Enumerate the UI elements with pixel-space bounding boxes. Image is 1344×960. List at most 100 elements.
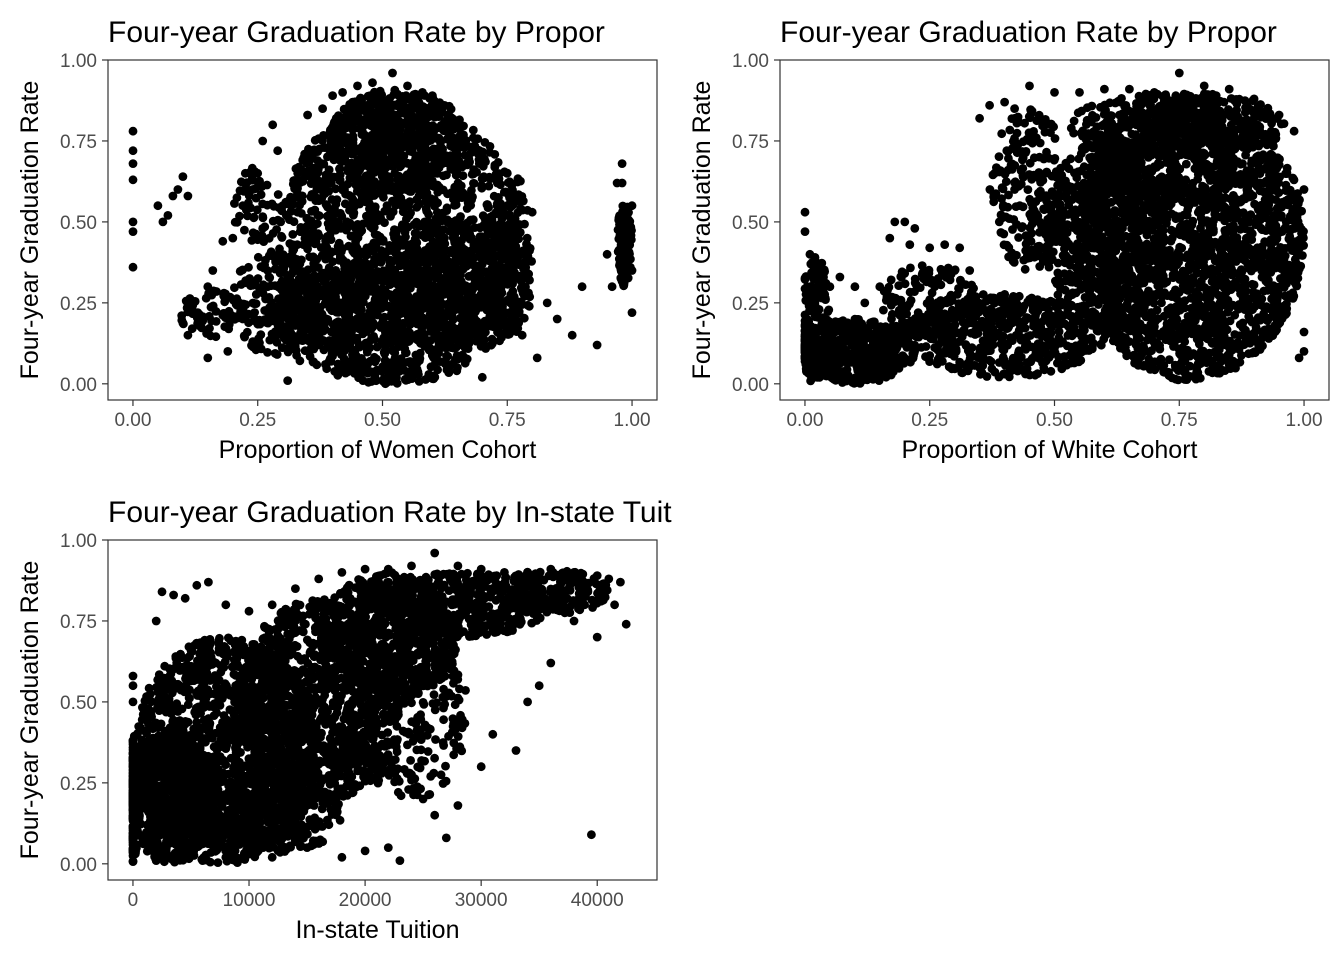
data-point (341, 290, 351, 300)
data-point (337, 130, 347, 140)
data-point (514, 190, 523, 200)
data-point (616, 274, 626, 284)
data-point (292, 351, 301, 360)
data-point (515, 271, 524, 281)
data-point (478, 211, 488, 221)
data-point (431, 317, 441, 327)
data-point (263, 318, 273, 328)
data-point (348, 149, 357, 159)
data-point (218, 310, 228, 320)
data-point (359, 297, 368, 307)
data-point (390, 168, 400, 178)
data-point (428, 91, 437, 100)
data-point (302, 277, 312, 287)
data-point (521, 282, 530, 292)
data-point (177, 311, 187, 320)
data-point (433, 230, 443, 240)
data-point (183, 330, 193, 340)
scatter-panel-white: Four-year Graduation Rate by Propor 0.00 0… (672, 0, 1344, 480)
data-point (128, 262, 138, 272)
data-point (367, 138, 377, 148)
data-point (370, 335, 379, 344)
data-point (341, 262, 350, 272)
data-point (1280, 268, 1290, 278)
data-point (1237, 351, 1246, 360)
data-point (303, 231, 313, 241)
data-point (351, 240, 360, 250)
data-point (443, 128, 453, 138)
data-point (244, 262, 253, 272)
data-point (470, 314, 480, 324)
data-point (1181, 175, 1191, 185)
data-point (409, 220, 419, 230)
data-point (272, 312, 281, 322)
data-point (417, 153, 427, 162)
data-point (450, 230, 460, 239)
data-point (391, 317, 401, 327)
data-point (326, 206, 335, 216)
data-point (410, 175, 420, 185)
data-point (333, 317, 343, 326)
data-point (263, 282, 273, 292)
data-point (264, 233, 274, 243)
data-point (349, 208, 359, 218)
data-point (255, 315, 264, 325)
data-point (447, 158, 456, 167)
data-point (392, 378, 402, 388)
data-point (428, 121, 438, 131)
data-point (281, 259, 291, 268)
data-point (380, 302, 389, 311)
data-point (420, 217, 430, 227)
data-point (251, 290, 261, 299)
data-point (440, 245, 450, 255)
data-point (347, 327, 356, 337)
data-point (390, 265, 400, 275)
data-point (415, 199, 424, 209)
data-point (622, 233, 632, 243)
data-point (302, 242, 312, 252)
data-point (379, 174, 389, 184)
data-point (275, 216, 285, 226)
data-point (435, 331, 444, 340)
data-point (251, 193, 261, 203)
data-point (312, 325, 322, 334)
data-point (400, 344, 410, 353)
data-point (498, 299, 507, 309)
data-point (365, 203, 375, 212)
data-point (277, 343, 287, 352)
data-point (283, 212, 292, 221)
data-point (128, 126, 138, 136)
data-point (365, 92, 375, 101)
data-point (313, 219, 322, 229)
data-point (455, 115, 464, 125)
data-point (371, 290, 381, 300)
data-point (355, 322, 364, 332)
data-point (254, 179, 263, 189)
data-point (358, 376, 368, 385)
data-point (241, 278, 250, 288)
data-point (442, 351, 451, 361)
data-point (467, 185, 476, 195)
data-point (447, 222, 457, 232)
data-point (488, 242, 498, 252)
data-point (353, 220, 363, 229)
data-point (372, 365, 382, 375)
x-tick-label: 0.75 (489, 410, 526, 431)
data-point (397, 309, 406, 318)
data-point (463, 298, 473, 308)
data-point (185, 306, 195, 316)
data-point (484, 256, 494, 266)
data-point (443, 110, 452, 120)
data-point (378, 167, 388, 177)
data-point (521, 289, 531, 298)
data-point (310, 135, 320, 145)
data-point (339, 223, 349, 233)
data-point (412, 258, 422, 268)
data-point (335, 175, 345, 185)
data-point (396, 138, 405, 148)
data-point (359, 139, 369, 149)
data-point (602, 249, 612, 259)
data-point (451, 249, 460, 259)
data-point (183, 191, 193, 201)
data-point (341, 321, 350, 331)
